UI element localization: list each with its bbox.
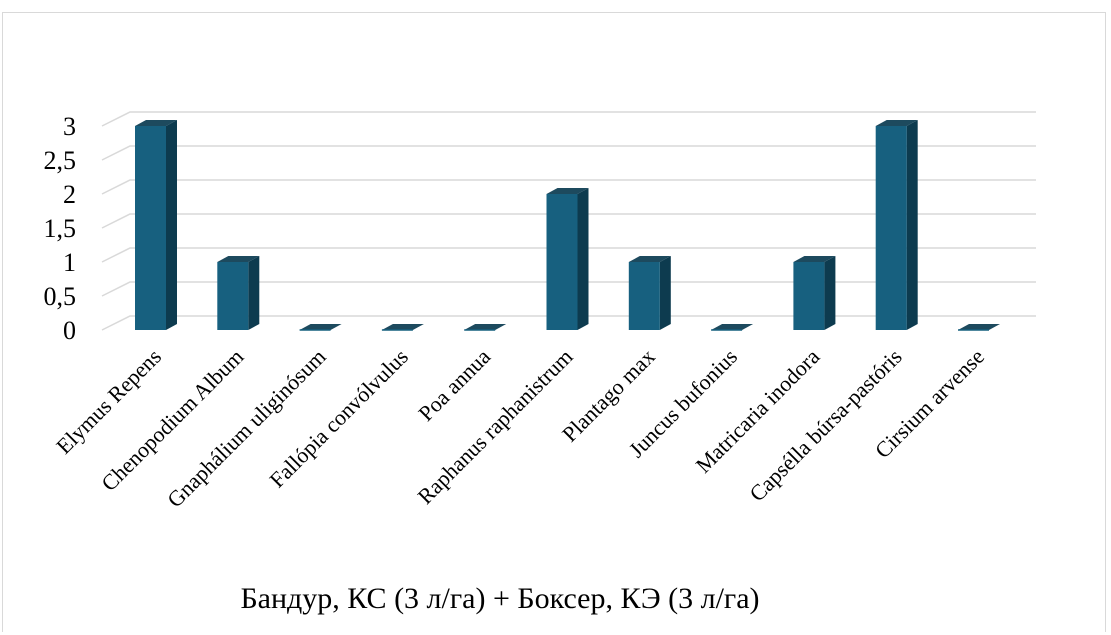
x-tick-label: Gnaphálium uliginósum xyxy=(162,344,330,512)
y-tick-label: 2 xyxy=(63,180,76,209)
y-tick-label: 3 xyxy=(63,112,76,141)
bar xyxy=(958,324,1000,331)
y-tick-label: 1 xyxy=(63,248,76,277)
bar-side xyxy=(577,188,589,330)
chart-title: Бандур, КС (3 л/га) + Боксер, КЭ (3 л/га… xyxy=(240,582,760,615)
bar-top xyxy=(958,324,1000,330)
bar-top xyxy=(217,256,260,262)
gridline xyxy=(101,247,1036,263)
gridline xyxy=(101,179,1036,195)
bar xyxy=(464,324,507,331)
y-tick-label: 2,5 xyxy=(44,146,77,175)
bar-side xyxy=(906,120,918,330)
bar xyxy=(381,324,424,331)
bar-top xyxy=(464,324,507,330)
bar xyxy=(875,120,918,330)
x-tick-label: Poa annua xyxy=(413,344,495,426)
bar xyxy=(217,256,260,330)
gridline xyxy=(101,145,1036,161)
gridlines xyxy=(101,111,1036,331)
bar-side xyxy=(824,256,836,330)
y-tick-label: 0 xyxy=(63,316,76,345)
bar-side xyxy=(248,256,260,330)
x-tick-label: Raphanus raphanistrum xyxy=(413,344,578,509)
bar-side xyxy=(166,120,177,330)
bar-front xyxy=(135,126,166,330)
bar-top xyxy=(135,120,177,126)
y-tick-label: 0,5 xyxy=(44,282,77,311)
x-tick-label: Chenopodium Album xyxy=(96,344,248,496)
bar xyxy=(711,324,754,331)
bars xyxy=(135,120,1000,331)
bar-front xyxy=(546,194,578,330)
gridline xyxy=(101,111,1036,127)
bar-top xyxy=(793,256,836,262)
bar xyxy=(135,120,177,330)
bar-top xyxy=(299,324,342,330)
bar-top xyxy=(628,256,671,262)
y-tick-label: 1,5 xyxy=(44,214,77,243)
bar xyxy=(546,188,589,330)
chart-frame xyxy=(2,12,1106,632)
bar xyxy=(299,324,342,331)
gridline xyxy=(101,315,1036,331)
bar-front xyxy=(875,126,907,330)
bar-top xyxy=(381,324,424,330)
bar-top xyxy=(875,120,918,126)
gridline xyxy=(101,281,1036,297)
bar xyxy=(793,256,836,330)
gridline xyxy=(101,213,1036,229)
bar-front xyxy=(217,262,249,330)
bar-top xyxy=(711,324,754,330)
bar-side xyxy=(659,256,671,330)
y-axis-ticks: 0 0,5 1 1,5 2 2,5 3 xyxy=(44,112,77,345)
bar-front xyxy=(628,262,660,330)
bar-top xyxy=(546,188,589,194)
bar xyxy=(628,256,671,330)
x-tick-label: Capsélla búrsa-pastóris xyxy=(744,344,906,506)
x-tick-label: Fallópia convólvulus xyxy=(264,344,413,493)
bar-front xyxy=(793,262,825,330)
